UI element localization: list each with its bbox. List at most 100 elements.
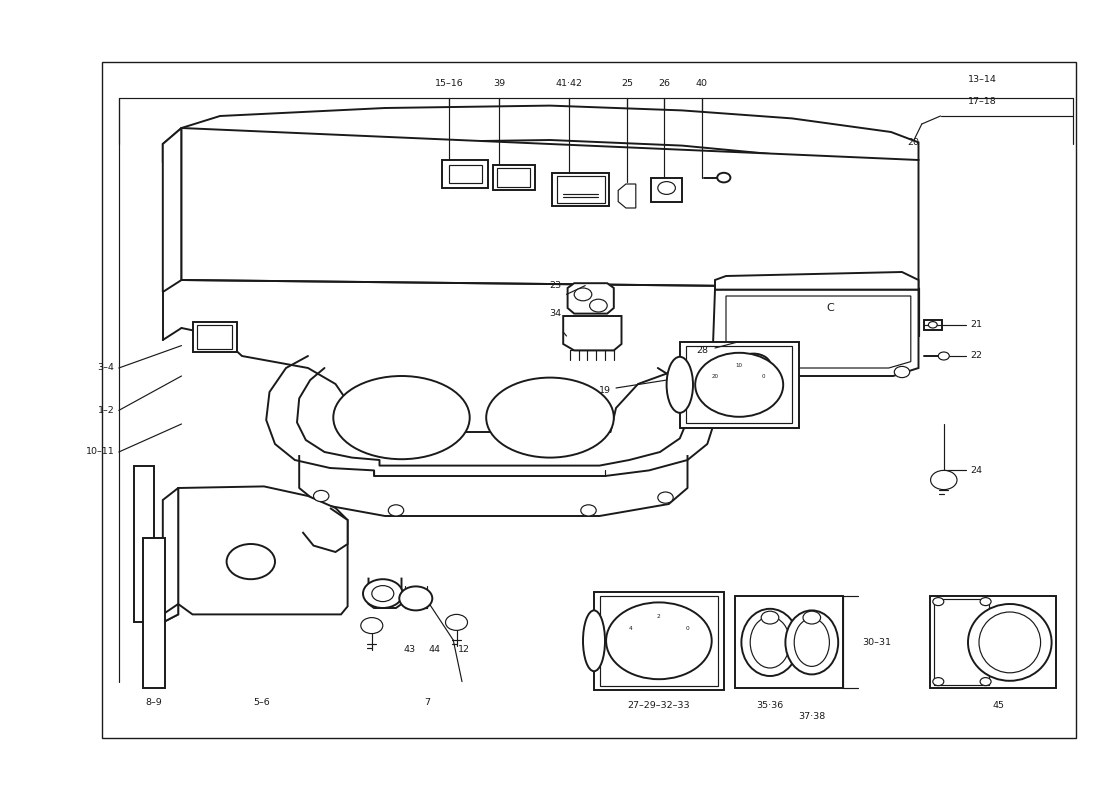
Text: 24: 24 [970,466,982,475]
Text: 41·42: 41·42 [556,79,582,89]
Bar [594,592,724,690]
Polygon shape [563,316,622,350]
Ellipse shape [667,357,693,413]
Text: 0: 0 [685,626,690,631]
Bar [102,62,1076,738]
Bar [735,596,843,688]
Polygon shape [713,290,918,376]
Ellipse shape [363,579,403,608]
Ellipse shape [372,586,394,602]
Text: 25: 25 [621,79,632,89]
Bar [493,165,535,190]
Bar [442,160,488,188]
Bar [192,322,236,352]
Text: 22: 22 [970,351,982,361]
Ellipse shape [803,611,821,624]
Ellipse shape [938,352,949,360]
Text: 34: 34 [549,309,561,318]
Polygon shape [302,508,348,552]
Text: eurospares: eurospares [206,362,454,406]
Bar [197,325,232,349]
Ellipse shape [794,618,829,666]
Bar [600,596,718,686]
Text: 13–14: 13–14 [968,75,997,85]
Ellipse shape [695,353,783,417]
Ellipse shape [227,544,275,579]
Text: 19: 19 [598,386,611,395]
Ellipse shape [980,598,991,606]
Ellipse shape [785,610,838,674]
Polygon shape [568,283,614,314]
Bar [924,320,942,330]
Polygon shape [163,604,178,622]
Ellipse shape [581,505,596,516]
Ellipse shape [717,173,730,182]
Text: 28: 28 [696,346,708,355]
Polygon shape [368,578,402,608]
Text: 3–4: 3–4 [98,363,114,373]
Text: 5–6: 5–6 [253,698,271,707]
Text: 45: 45 [993,701,1004,710]
Text: 23: 23 [549,281,561,290]
Ellipse shape [399,586,432,610]
Polygon shape [178,486,348,614]
Ellipse shape [931,470,957,490]
Ellipse shape [928,322,937,328]
Ellipse shape [590,299,607,312]
Text: 4: 4 [628,626,632,631]
Bar [134,466,154,622]
Bar [449,165,482,183]
Ellipse shape [741,609,799,676]
Text: 35·36: 35·36 [757,701,783,710]
Ellipse shape [446,614,468,630]
Text: 20: 20 [712,374,718,379]
Text: 10: 10 [736,363,743,368]
Polygon shape [715,272,918,290]
Text: 2: 2 [657,614,661,619]
Ellipse shape [361,618,383,634]
Polygon shape [163,488,178,622]
Ellipse shape [968,604,1052,681]
Text: 12: 12 [459,645,470,654]
Text: 27–29–32–33: 27–29–32–33 [628,701,690,710]
Ellipse shape [388,505,404,516]
Text: 39: 39 [493,79,506,89]
Ellipse shape [606,602,712,679]
Text: C: C [826,303,835,313]
Ellipse shape [933,678,944,686]
Bar [934,599,989,685]
Bar [686,346,792,423]
Bar [557,176,605,203]
Bar [497,168,530,187]
Ellipse shape [894,366,910,378]
Polygon shape [182,128,918,288]
Polygon shape [618,184,636,208]
Ellipse shape [314,490,329,502]
Ellipse shape [933,598,944,606]
Bar [552,173,609,206]
Text: 1–2: 1–2 [98,406,114,415]
Polygon shape [163,106,918,166]
Text: 15–16: 15–16 [434,79,463,89]
Ellipse shape [583,610,605,671]
Bar [680,342,799,428]
Ellipse shape [574,288,592,301]
Ellipse shape [760,366,775,378]
Text: 8–9: 8–9 [145,698,163,707]
Text: 37·38: 37·38 [799,712,825,722]
Ellipse shape [745,360,762,373]
Polygon shape [726,296,911,368]
Ellipse shape [736,354,771,379]
Text: 10–11: 10–11 [86,447,114,457]
Ellipse shape [333,376,470,459]
Text: 44: 44 [429,645,440,654]
Ellipse shape [486,378,614,458]
Ellipse shape [761,611,779,624]
Text: 43: 43 [403,645,416,654]
Text: 17–18: 17–18 [968,97,997,106]
Ellipse shape [979,612,1041,673]
Text: 40: 40 [696,79,707,89]
Ellipse shape [658,182,675,194]
Ellipse shape [750,617,790,668]
Ellipse shape [980,678,991,686]
